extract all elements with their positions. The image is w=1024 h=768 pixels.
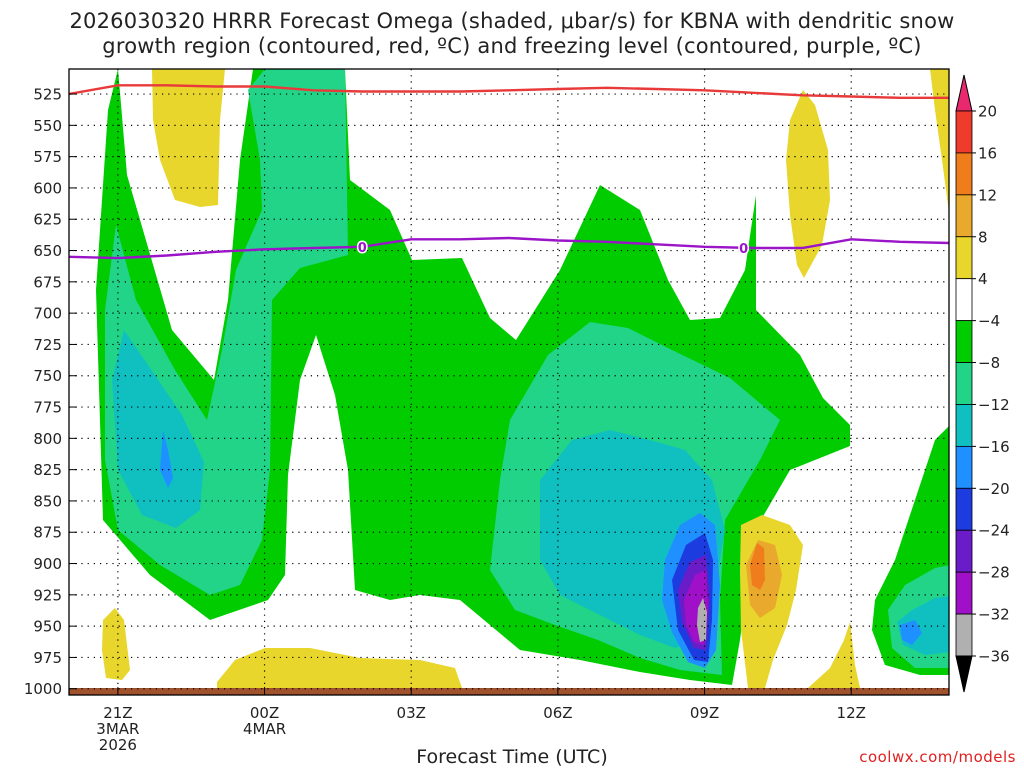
y-tick-label-900: 900	[33, 555, 62, 573]
omega-region-blue-west	[160, 430, 173, 488]
colorbar-swatch-10	[955, 487, 973, 531]
y-tick-label-575: 575	[33, 148, 62, 166]
x-tick-label-2-0: 03Z	[397, 704, 426, 722]
y-axis-ticks: 525 550 575 600 625 650 675 700 725 750 775 800 825 8…	[24, 86, 77, 698]
x-tick-label-0-1: 3MAR	[96, 720, 139, 738]
omega-region-blue-east	[900, 620, 922, 645]
colorbar-swatch-9	[955, 445, 973, 489]
colorbar-swatch-2	[955, 152, 973, 196]
omega-region-yellow-low-west	[102, 608, 130, 680]
y-tick-label-875: 875	[33, 524, 62, 542]
colorbar-swatch-8	[955, 404, 973, 447]
y-tick-label-800: 800	[33, 430, 62, 448]
colorbar-swatch-11	[955, 529, 973, 573]
y-tick-label-975: 975	[33, 649, 62, 667]
colorbar-label-12: −32	[978, 606, 1010, 624]
colorbar-label-8: −16	[978, 438, 1010, 456]
surface-terrain-band	[69, 688, 949, 695]
y-tick-label-675: 675	[33, 273, 62, 291]
omega-region-yellow-surface	[217, 648, 462, 690]
x-tick-label-5-0: 12Z	[837, 704, 866, 722]
colorbar-swatch-3	[955, 194, 973, 238]
y-tick-label-925: 925	[33, 586, 62, 604]
y-tick-label-750: 750	[33, 367, 62, 385]
colorbar-top-arrow	[955, 74, 973, 112]
time-gridlines	[117, 69, 852, 695]
x-tick-label-1-0: 00Z	[250, 704, 279, 722]
colorbar-label-13: −36	[978, 648, 1010, 666]
colorbar-label-3: 8	[978, 228, 988, 246]
colorbar-swatch-13	[955, 613, 973, 657]
colorbar-swatch-6	[955, 320, 973, 363]
x-axis-label: Forecast Time (UTC)	[416, 746, 608, 768]
plot-frame	[68, 68, 950, 696]
colorbar-bottom-arrow	[955, 655, 973, 693]
colorbar-label-10: −24	[978, 522, 1010, 540]
colorbar-label-2: 12	[978, 186, 997, 204]
colorbar-label-9: −20	[978, 480, 1010, 498]
contour-line-0	[69, 84, 949, 100]
x-tick-label-3-0: 06Z	[543, 704, 572, 722]
colorbar-swatch-1	[955, 110, 973, 154]
y-tick-label-850: 850	[33, 492, 62, 510]
y-tick-label-825: 825	[33, 461, 62, 479]
omega-region-yellow-12z	[808, 622, 860, 688]
colorbar-swatch-5	[955, 278, 973, 322]
y-tick-label-725: 725	[33, 336, 62, 354]
colorbar-swatch-4	[955, 236, 973, 280]
colorbar-swatch-7	[955, 362, 973, 405]
x-tick-label-0-0: 21Z	[103, 704, 132, 722]
contour-label-1-b: 0	[739, 242, 748, 257]
omega-region-yellow-topright	[930, 69, 949, 213]
y-tick-label-550: 550	[33, 117, 62, 135]
y-tick-label-600: 600	[33, 179, 62, 197]
colorbar-label-11: −28	[978, 564, 1010, 582]
y-tick-label-950: 950	[33, 618, 62, 636]
y-tick-label-700: 700	[33, 305, 62, 323]
y-tick-label-1000: 1000	[24, 680, 62, 698]
colorbar-label-0: 20	[978, 103, 997, 121]
colorbar-label-6: −8	[978, 354, 1000, 372]
y-tick-label-650: 650	[33, 242, 62, 260]
omega-region-yellow-top-west	[152, 69, 225, 207]
omega-region-darkorange-east	[750, 543, 765, 590]
contour-line-1	[69, 236, 949, 260]
y-tick-label-775: 775	[33, 399, 62, 417]
x-tick-label-4-0: 09Z	[690, 704, 719, 722]
colorbar-label-7: −12	[978, 396, 1010, 414]
colorbar-label-5: −4	[978, 312, 1000, 330]
x-tick-label-0-2: 2026	[99, 736, 137, 754]
colorbar-label-4: 4	[978, 270, 988, 288]
colorbar: 20 16 12 8 4 −4 −8 −12 −16 −20 −24 −28 −32 −36	[955, 74, 1010, 693]
chart-title-line-1: 2026030320 HRRR Forecast Omega (shaded, …	[69, 9, 955, 33]
contour-label-1-a: 0	[358, 241, 367, 256]
y-tick-label-525: 525	[33, 86, 62, 104]
credit-text: coolwx.com/models	[859, 748, 1016, 766]
colorbar-swatch-12	[955, 571, 973, 615]
y-tick-label-625: 625	[33, 211, 62, 229]
chart-title-line-2: growth region (contoured, red, ºC) and f…	[102, 34, 922, 58]
omega-shading	[69, 69, 949, 695]
omega-region-yellow-top-east	[786, 90, 830, 278]
x-tick-label-1-1: 4MAR	[243, 720, 286, 738]
omega-region-cyan-west	[112, 330, 204, 528]
colorbar-label-1: 16	[978, 144, 997, 162]
